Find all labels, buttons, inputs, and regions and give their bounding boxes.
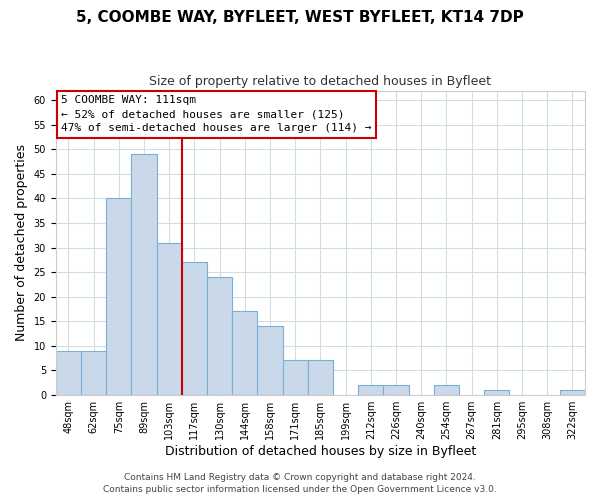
Text: Contains HM Land Registry data © Crown copyright and database right 2024.: Contains HM Land Registry data © Crown c…: [124, 474, 476, 482]
Title: Size of property relative to detached houses in Byfleet: Size of property relative to detached ho…: [149, 75, 491, 88]
Text: 5 COOMBE WAY: 111sqm
← 52% of detached houses are smaller (125)
47% of semi-deta: 5 COOMBE WAY: 111sqm ← 52% of detached h…: [61, 95, 371, 133]
Bar: [383, 385, 409, 394]
Bar: [434, 385, 459, 394]
Bar: [131, 154, 157, 394]
Y-axis label: Number of detached properties: Number of detached properties: [15, 144, 28, 341]
Bar: [560, 390, 585, 394]
Text: 5, COOMBE WAY, BYFLEET, WEST BYFLEET, KT14 7DP: 5, COOMBE WAY, BYFLEET, WEST BYFLEET, KT…: [76, 10, 524, 25]
Bar: [157, 242, 182, 394]
Bar: [232, 312, 257, 394]
Bar: [56, 350, 81, 395]
Bar: [484, 390, 509, 394]
Bar: [257, 326, 283, 394]
Bar: [106, 198, 131, 394]
Bar: [358, 385, 383, 394]
X-axis label: Distribution of detached houses by size in Byfleet: Distribution of detached houses by size …: [165, 444, 476, 458]
Bar: [308, 360, 333, 394]
Bar: [283, 360, 308, 394]
Bar: [81, 350, 106, 395]
Bar: [207, 277, 232, 394]
Text: Contains public sector information licensed under the Open Government Licence v3: Contains public sector information licen…: [103, 485, 497, 494]
Bar: [182, 262, 207, 394]
